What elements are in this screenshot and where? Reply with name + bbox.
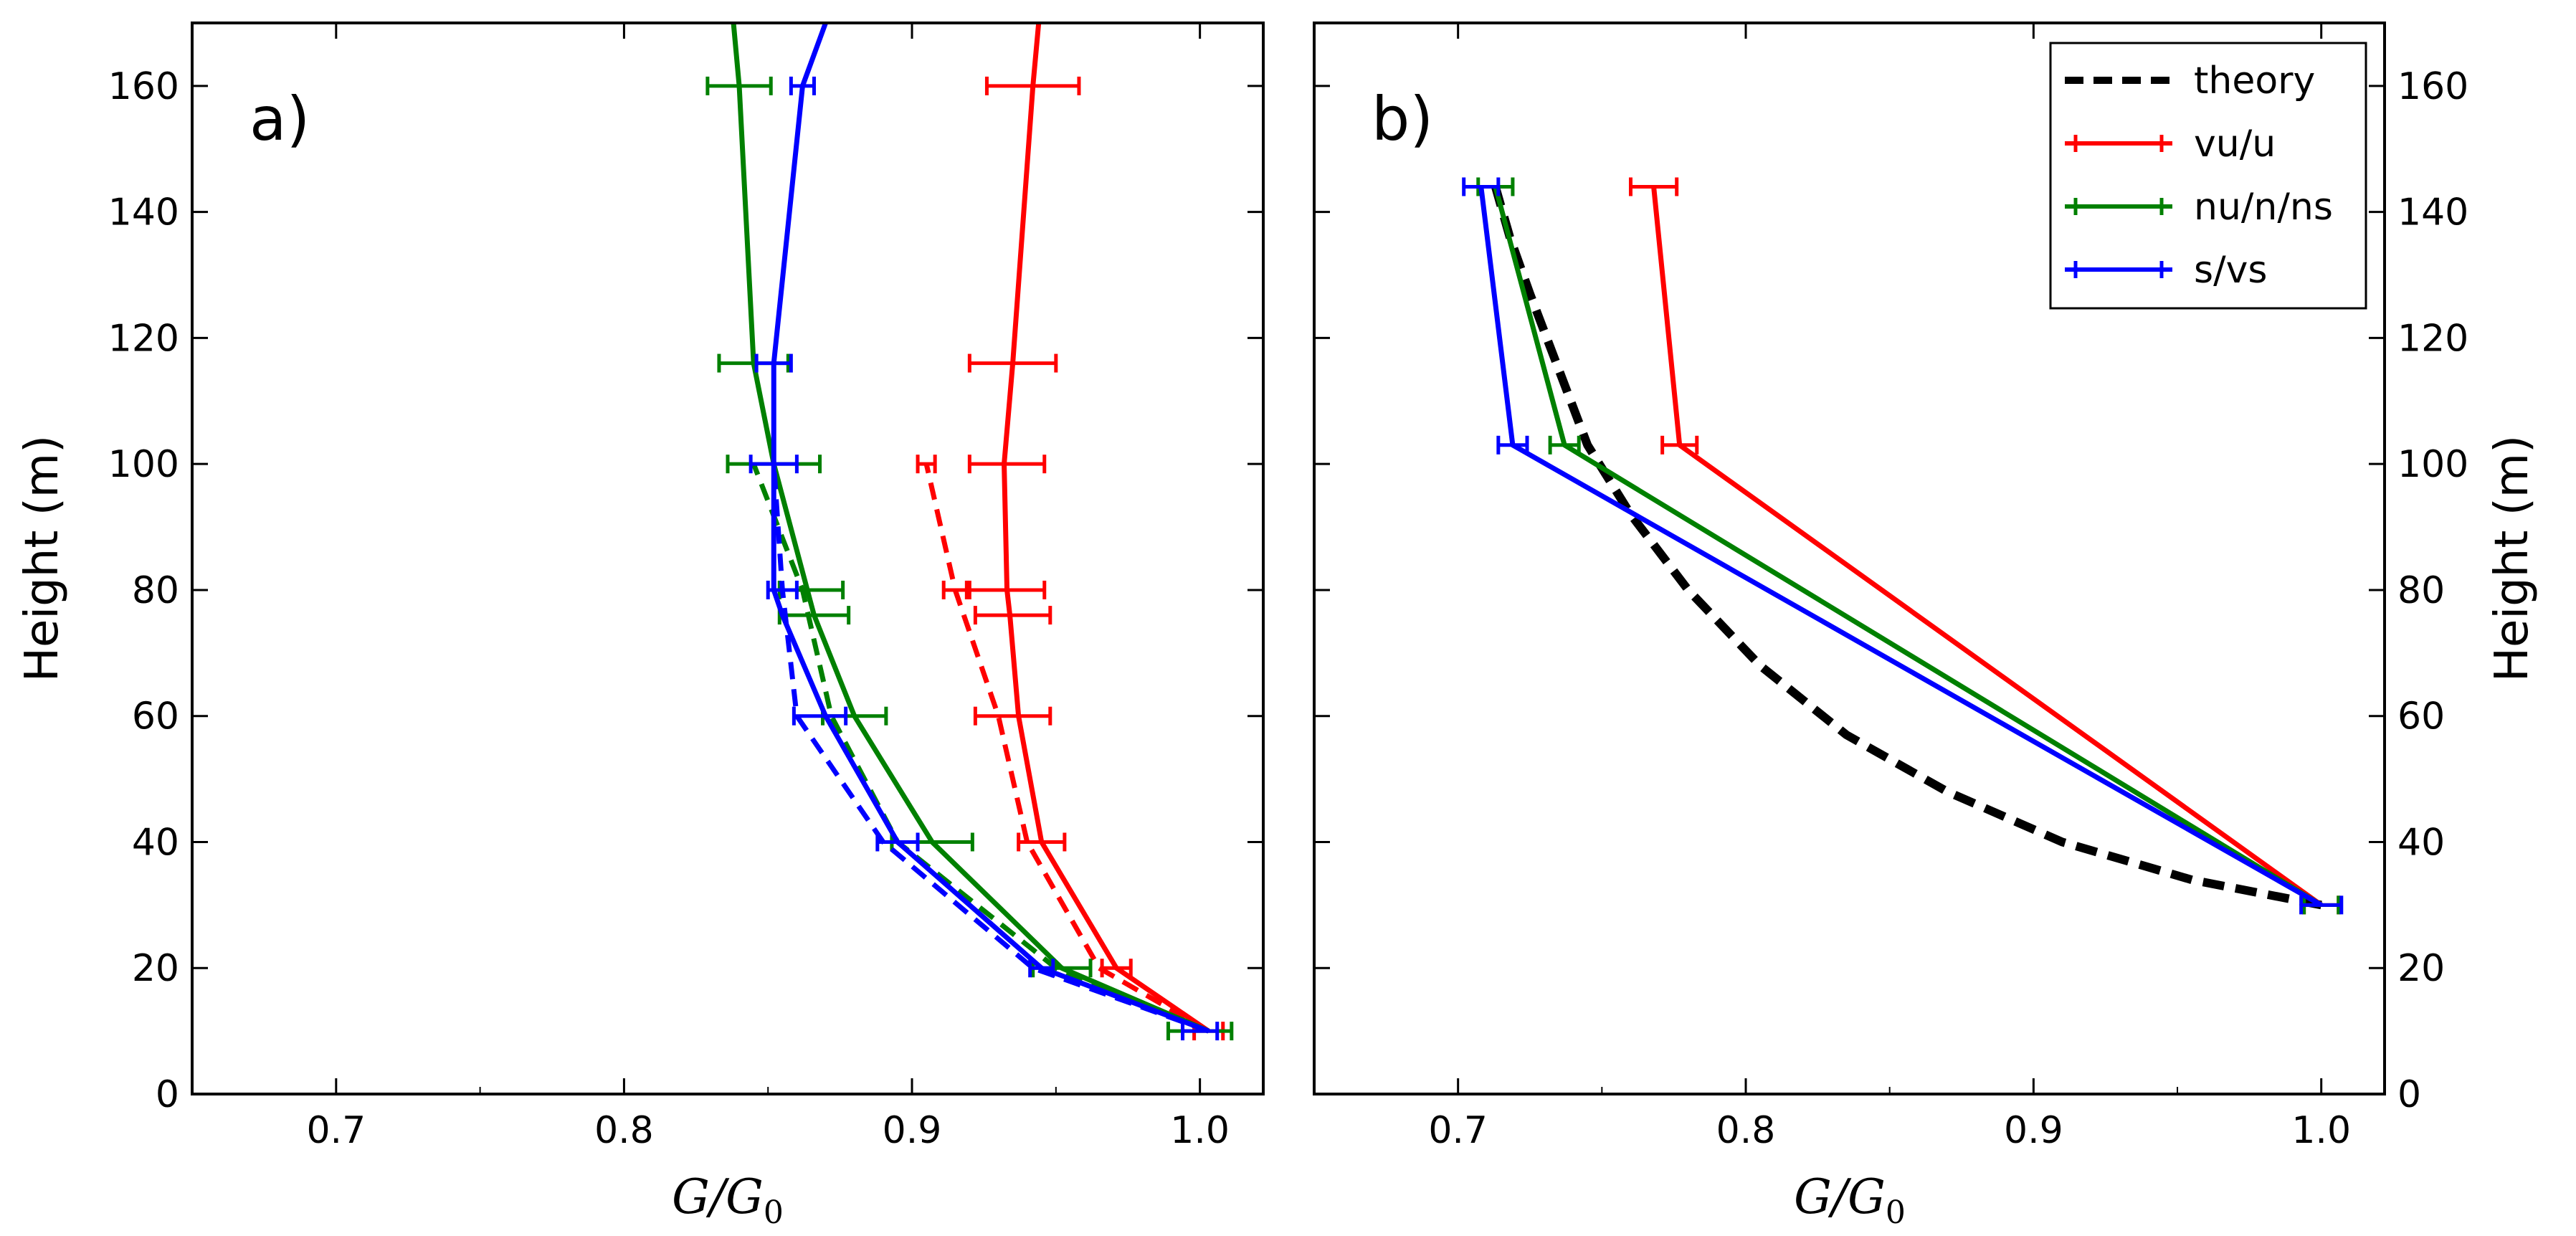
series-line-a-5 [771, 463, 1209, 1034]
x-tick-label: 1.0 [2291, 1109, 2351, 1152]
y-tick-label: 20 [2397, 947, 2445, 990]
y-tick-label: 20 [132, 947, 179, 990]
panel-b: b) 0.7 0.8 0.9 1.0 0 20 40 60 80 100 120 140 160 He… [1313, 22, 2539, 1231]
series-line-b-0 [1491, 185, 2322, 910]
y-axis-label-a: Height (m) [16, 435, 69, 682]
y-tick-label: 120 [108, 317, 179, 360]
legend-entry-theory: theory [2065, 60, 2315, 103]
legend-label-theory: theory [2194, 60, 2315, 103]
x-tick-label: 0.7 [1428, 1109, 1488, 1152]
axes-frame-b [1313, 22, 2386, 1095]
y-tick-label: 80 [2397, 569, 2445, 612]
x-ticks-b: 0.7 0.8 0.9 1.0 [1313, 23, 2351, 1152]
y-tick-label: 0 [156, 1073, 179, 1116]
series-line-a-4 [771, 22, 1209, 1034]
legend-label-nu-n-ns: nu/n/ns [2194, 186, 2333, 229]
legend-entry-s-vs: s/vs [2065, 249, 2267, 292]
x-tick-label: 0.8 [1716, 1109, 1776, 1152]
y-tick-label: 100 [2397, 443, 2468, 486]
y-tick-label: 60 [2397, 695, 2445, 738]
legend-box [2049, 42, 2367, 310]
x-tick-label: 0.8 [594, 1109, 654, 1152]
y-tick-label: 140 [2397, 191, 2468, 234]
x-axis-label-a: G/G0 [672, 1169, 784, 1231]
x-tick-label: 1.0 [1170, 1109, 1230, 1152]
y-ticks-b: 0 20 40 60 80 100 120 140 160 [1314, 65, 2468, 1116]
y-tick-label: 80 [132, 569, 179, 612]
y-tick-label: 140 [108, 191, 179, 234]
x-tick-label: 0.7 [306, 1109, 366, 1152]
legend: theory vu/u nu/n/ns s/vs [2049, 42, 2367, 310]
y-tick-label: 160 [2397, 65, 2468, 108]
y-ticks-a: 0 20 40 60 80 100 120 140 160 [108, 65, 1263, 1116]
legend-label-s-vs: s/vs [2194, 249, 2267, 292]
y-tick-label: 40 [2397, 821, 2445, 864]
axes-frame-a [191, 22, 1265, 1095]
y-tick-label: 100 [108, 443, 179, 486]
legend-entry-nu-n-ns: nu/n/ns [2065, 186, 2333, 229]
series-line-a-1 [923, 463, 1210, 1034]
plot-area-a [705, 22, 1234, 1041]
panel-label-b: b) [1372, 84, 1433, 154]
y-tick-label: 40 [132, 821, 179, 864]
legend-label-vu-u: vu/u [2194, 123, 2276, 166]
panel-a: a) 0.7 0.8 0.9 1.0 0 20 40 60 80 100 120 140 160 He… [16, 22, 1265, 1231]
y-tick-label: 160 [108, 65, 179, 108]
legend-entry-vu-u: vu/u [2065, 123, 2276, 166]
x-ticks-a: 0.7 0.8 0.9 1.0 [191, 23, 1230, 1152]
y-axis-label-b: Height (m) [2486, 435, 2539, 682]
y-tick-label: 120 [2397, 317, 2468, 360]
x-tick-label: 0.9 [2004, 1109, 2063, 1152]
panel-label-a: a) [249, 84, 310, 154]
y-tick-label: 0 [2397, 1073, 2421, 1116]
x-tick-label: 0.9 [883, 1109, 942, 1152]
series-line-a-0 [1002, 22, 1210, 1034]
y-tick-label: 60 [132, 695, 179, 738]
plot-area-b [1462, 177, 2344, 915]
